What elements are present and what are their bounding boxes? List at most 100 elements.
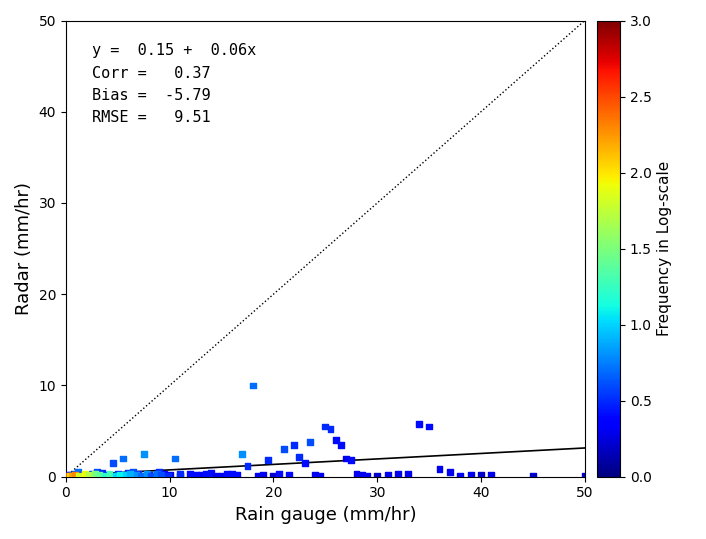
Text: y =  0.15 +  0.06x
Corr =   0.37
Bias =  -5.79
RMSE =   9.51: y = 0.15 + 0.06x Corr = 0.37 Bias = -5.7… [92, 43, 256, 125]
Point [299, 459, 310, 467]
Point [320, 422, 331, 431]
Point [135, 472, 146, 480]
Point [174, 472, 186, 480]
Point [68, 472, 80, 480]
Point [247, 381, 258, 390]
Point [61, 472, 72, 481]
Point [455, 471, 466, 480]
Point [121, 471, 132, 480]
Point [351, 469, 362, 478]
Point [66, 471, 77, 479]
Point [107, 459, 118, 467]
Point [169, 454, 181, 463]
Point [263, 456, 274, 465]
Point [71, 469, 82, 478]
Point [79, 470, 90, 479]
Point [86, 469, 97, 478]
Point [393, 469, 404, 478]
Point [314, 471, 325, 480]
Point [93, 471, 104, 479]
Point [138, 450, 150, 458]
Point [62, 472, 73, 480]
Point [356, 471, 367, 479]
Point [156, 471, 167, 479]
Point [294, 452, 305, 461]
Point [185, 469, 196, 478]
Point [283, 471, 294, 480]
Point [90, 469, 101, 478]
Point [205, 469, 217, 478]
Point [117, 454, 128, 463]
Point [402, 470, 414, 479]
Point [102, 471, 113, 479]
Point [201, 470, 212, 479]
Point [174, 470, 186, 479]
Point [252, 472, 263, 480]
Point [154, 468, 165, 476]
Point [110, 472, 121, 480]
Point [145, 471, 157, 480]
Point [278, 445, 289, 454]
Point [227, 469, 238, 478]
Point [76, 471, 87, 479]
Point [340, 454, 352, 463]
Point [346, 456, 357, 465]
Point [73, 472, 85, 480]
Point [304, 438, 316, 446]
Point [273, 470, 285, 479]
Point [61, 472, 73, 481]
Point [258, 471, 269, 479]
Point [465, 471, 477, 479]
Point [289, 440, 300, 449]
Point [413, 419, 424, 428]
Point [309, 471, 321, 479]
Point [232, 471, 243, 479]
Point [325, 425, 336, 433]
Point [81, 472, 92, 480]
Point [104, 470, 115, 479]
Point [433, 465, 445, 474]
Point [237, 450, 248, 458]
Point [579, 472, 590, 480]
Y-axis label: Radar (mm/hr): Radar (mm/hr) [15, 182, 33, 315]
Point [221, 469, 232, 478]
Point [210, 471, 222, 480]
Point [97, 469, 108, 478]
Point [162, 472, 173, 480]
Point [123, 469, 134, 478]
Point [73, 468, 84, 476]
Point [100, 471, 111, 480]
Point [195, 471, 206, 479]
Point [64, 472, 76, 481]
Point [527, 472, 539, 480]
Point [475, 471, 486, 479]
Point [268, 472, 279, 480]
Y-axis label: Frequency in Log-scale: Frequency in Log-scale [657, 161, 672, 336]
Point [143, 471, 155, 479]
Point [128, 468, 139, 476]
Point [114, 471, 126, 479]
Point [62, 472, 73, 480]
Point [66, 471, 78, 480]
Point [141, 470, 152, 479]
Point [371, 472, 383, 480]
Point [148, 472, 160, 480]
Point [164, 471, 175, 479]
Point [70, 471, 81, 479]
Point [444, 467, 455, 476]
Point [361, 472, 373, 480]
Point [486, 471, 497, 480]
Point [424, 422, 435, 431]
Point [91, 468, 102, 476]
Point [242, 461, 253, 470]
Point [112, 469, 124, 478]
Point [382, 471, 393, 479]
Point [335, 440, 347, 449]
Point [64, 471, 75, 480]
Point [133, 469, 144, 478]
Point [330, 436, 341, 445]
Point [152, 469, 163, 478]
Point [216, 472, 227, 480]
Point [159, 469, 170, 478]
Point [131, 471, 142, 479]
